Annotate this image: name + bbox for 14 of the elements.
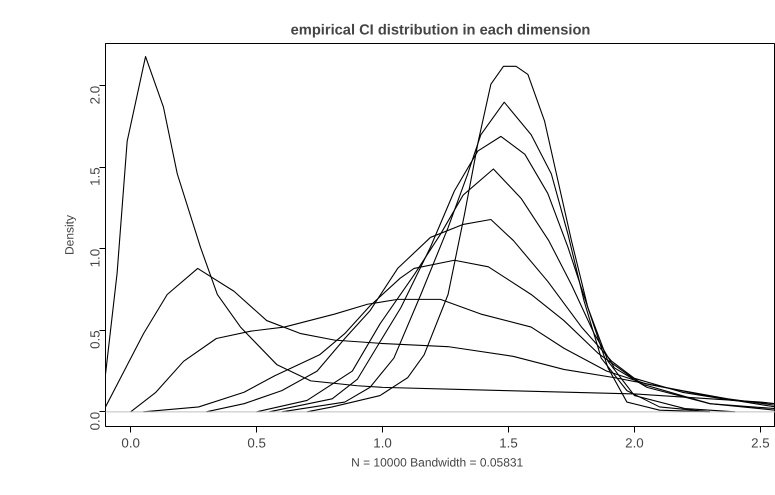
- x-tick-label: 2.0: [625, 436, 644, 450]
- x-tick-label: 1.0: [373, 436, 392, 450]
- x-axis-title: N = 10000 Bandwidth = 0.05831: [351, 456, 524, 470]
- y-tick-label: 0.5: [88, 330, 102, 349]
- y-axis-title: Density: [62, 214, 76, 256]
- y-tick-label: 1.5: [88, 167, 102, 186]
- chart-title: empirical CI distribution in each dimension: [290, 22, 590, 38]
- x-tick-label: 0.0: [121, 436, 140, 450]
- x-tick-label: 1.5: [499, 436, 518, 450]
- y-tick-label: 1.0: [88, 248, 102, 268]
- y-tick-label: 0.0: [88, 412, 102, 430]
- x-tick-label: 0.5: [247, 436, 266, 450]
- x-tick-label: 2.5: [751, 436, 770, 450]
- y-tick-label: 2.0: [88, 86, 102, 104]
